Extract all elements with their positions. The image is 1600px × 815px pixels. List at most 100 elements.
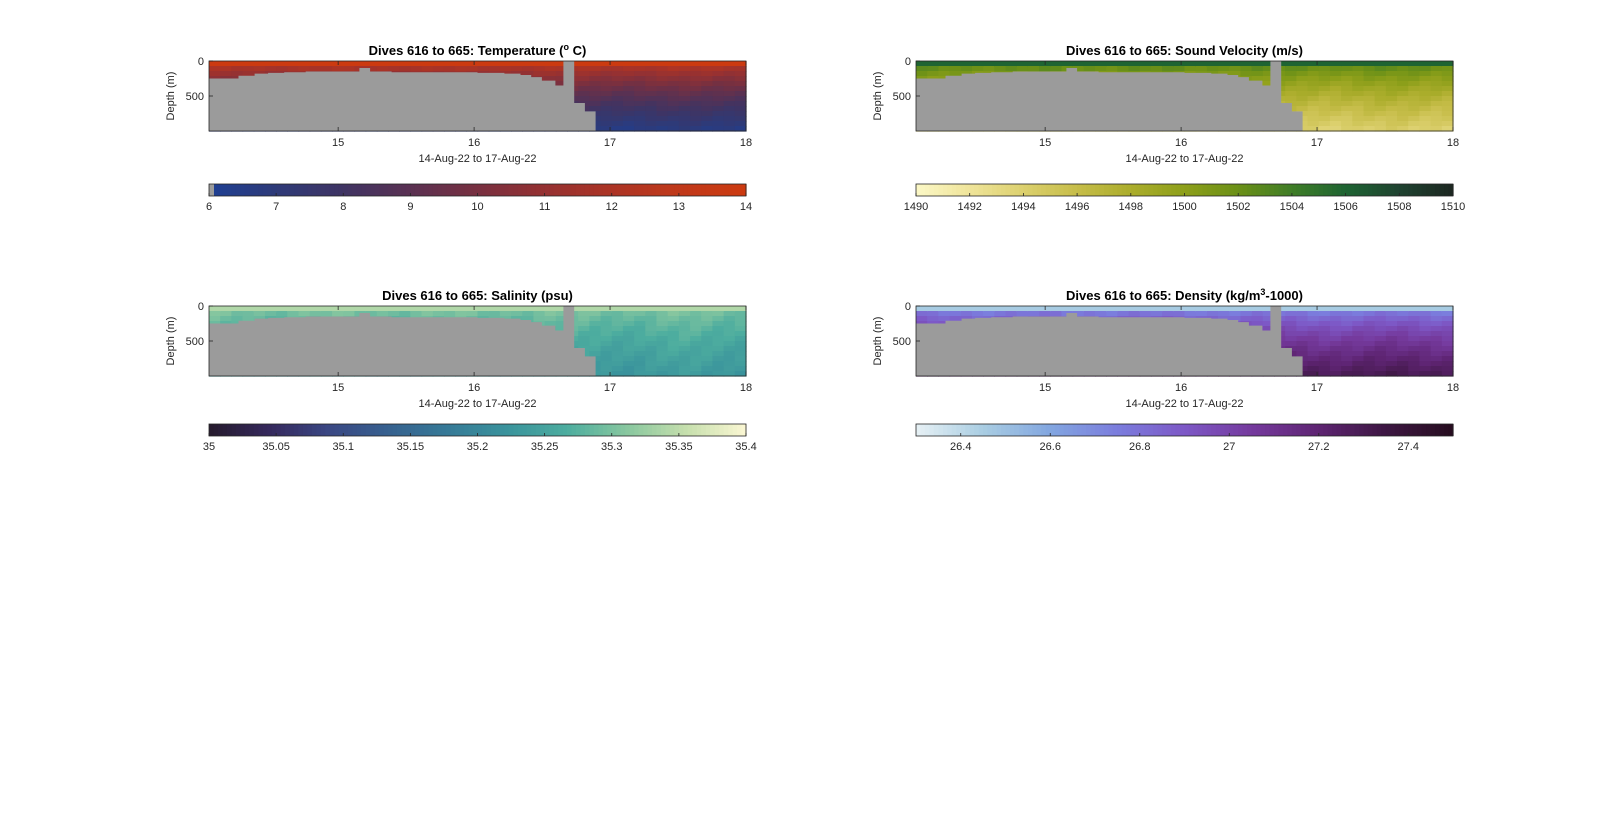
colorbar-segment — [996, 184, 1002, 196]
heatmap-cell — [1318, 91, 1331, 97]
heatmap-cell — [1117, 306, 1130, 312]
heatmap-cell — [960, 61, 973, 67]
heatmap-cell — [1095, 311, 1107, 317]
colorbar-segment — [1112, 184, 1118, 196]
colorbar-segment — [714, 424, 720, 436]
heatmap-cell — [723, 341, 736, 347]
colorbar-segment — [1121, 184, 1127, 196]
heatmap-cell — [376, 61, 389, 67]
heatmap-cell — [634, 361, 646, 367]
colorbar-segment — [571, 424, 577, 436]
colorbar-segment — [414, 424, 420, 436]
heatmap-cell — [578, 66, 590, 72]
heatmap-cell — [916, 66, 928, 72]
colorbar-segment — [1068, 184, 1074, 196]
heatmap-cell — [690, 111, 702, 117]
heatmap-cell — [432, 311, 445, 317]
heatmap-cell — [1341, 91, 1353, 97]
heatmap-cell — [645, 126, 658, 132]
heatmap-cell — [634, 126, 646, 132]
colorbar-segment — [383, 424, 389, 436]
heatmap-cell — [1430, 91, 1443, 97]
colorbar-segment — [365, 424, 371, 436]
heatmap-cell — [1285, 306, 1297, 312]
heatmap-cell — [690, 66, 702, 72]
heatmap-cell — [645, 106, 658, 112]
heatmap-cell — [589, 341, 602, 347]
heatmap-cell — [1251, 66, 1264, 72]
colorbar-segment — [705, 184, 711, 196]
heatmap-cell — [1363, 371, 1376, 377]
colorbar-segment — [1211, 424, 1217, 436]
colorbar-segment — [1153, 424, 1159, 436]
heatmap-cell — [1352, 76, 1365, 82]
heatmap-cell — [1374, 106, 1387, 112]
heatmap-cell — [1363, 66, 1376, 72]
heatmap-cell — [1307, 121, 1320, 127]
heatmap-cell — [1441, 371, 1454, 377]
heatmap-cell — [544, 306, 557, 312]
heatmap-cell — [656, 81, 669, 87]
colorbar-segment — [365, 184, 371, 196]
heatmap-cell — [1363, 341, 1376, 347]
heatmap-cell — [555, 311, 568, 317]
heatmap-cell — [1307, 71, 1320, 77]
heatmap-cell — [678, 341, 691, 347]
heatmap-cell — [1430, 341, 1443, 347]
heatmap-cell — [1285, 71, 1297, 77]
colorbar-segment — [723, 184, 729, 196]
heatmap-cell — [1329, 346, 1342, 352]
colorbar-segment — [1206, 184, 1212, 196]
heatmap-cell — [320, 61, 333, 67]
heatmap-cell — [242, 306, 255, 312]
heatmap-cell — [1329, 116, 1342, 122]
heatmap-cell — [645, 121, 658, 127]
colorbar-segment — [1341, 424, 1347, 436]
heatmap-cell — [611, 336, 624, 342]
colorbar-segment — [1095, 424, 1101, 436]
colorbar-segment — [567, 184, 573, 196]
heatmap-cell — [690, 306, 702, 312]
colorbar-segment — [1448, 184, 1454, 196]
colorbar-segment — [285, 184, 291, 196]
colorbar-segment — [643, 184, 649, 196]
heatmap-cell — [1005, 311, 1018, 317]
colorbar: 26.4 26.6 26.8 27 27.2 27.4 — [915, 423, 1454, 453]
colorbar-segment — [1126, 424, 1132, 436]
colorbar-segment — [589, 184, 595, 196]
heatmap-cell — [1419, 316, 1432, 322]
colorbar-segment — [294, 424, 300, 436]
heatmap-cell — [1117, 61, 1130, 67]
heatmap-cell — [1408, 61, 1421, 67]
heatmap-cell — [1318, 366, 1331, 372]
heatmap-cell — [1430, 331, 1443, 337]
colorbar-segment — [1077, 184, 1083, 196]
heatmap-cell — [488, 306, 501, 312]
heatmap-cell — [1173, 306, 1186, 312]
heatmap-cell — [734, 321, 747, 327]
heatmap-cell — [1139, 306, 1152, 312]
heatmap-cell — [667, 336, 680, 342]
heatmap-cell — [600, 96, 613, 102]
heatmap-cell — [555, 66, 568, 72]
heatmap-cell — [1229, 66, 1242, 72]
colorbar-tick-label: 1492 — [957, 201, 981, 213]
heatmap-cell — [723, 86, 736, 92]
colorbar-segment — [947, 184, 953, 196]
heatmap-cell — [1352, 66, 1365, 72]
heatmap-cell — [589, 76, 602, 82]
colorbar-segment — [1184, 184, 1190, 196]
colorbar-segment — [1448, 424, 1454, 436]
heatmap-cell — [1229, 306, 1242, 312]
colorbar-segment — [1323, 184, 1329, 196]
heatmap-cell — [455, 61, 467, 67]
heatmap-cell — [1329, 86, 1342, 92]
colorbar-segment — [1005, 184, 1011, 196]
heatmap-cell — [656, 336, 669, 342]
heatmap-cell — [1374, 76, 1387, 82]
heatmap-cell — [589, 331, 602, 337]
heatmap-cell — [1016, 66, 1029, 72]
colorbar-segment — [423, 424, 429, 436]
heatmap-cell — [734, 326, 747, 332]
heatmap-cell — [1441, 116, 1454, 122]
